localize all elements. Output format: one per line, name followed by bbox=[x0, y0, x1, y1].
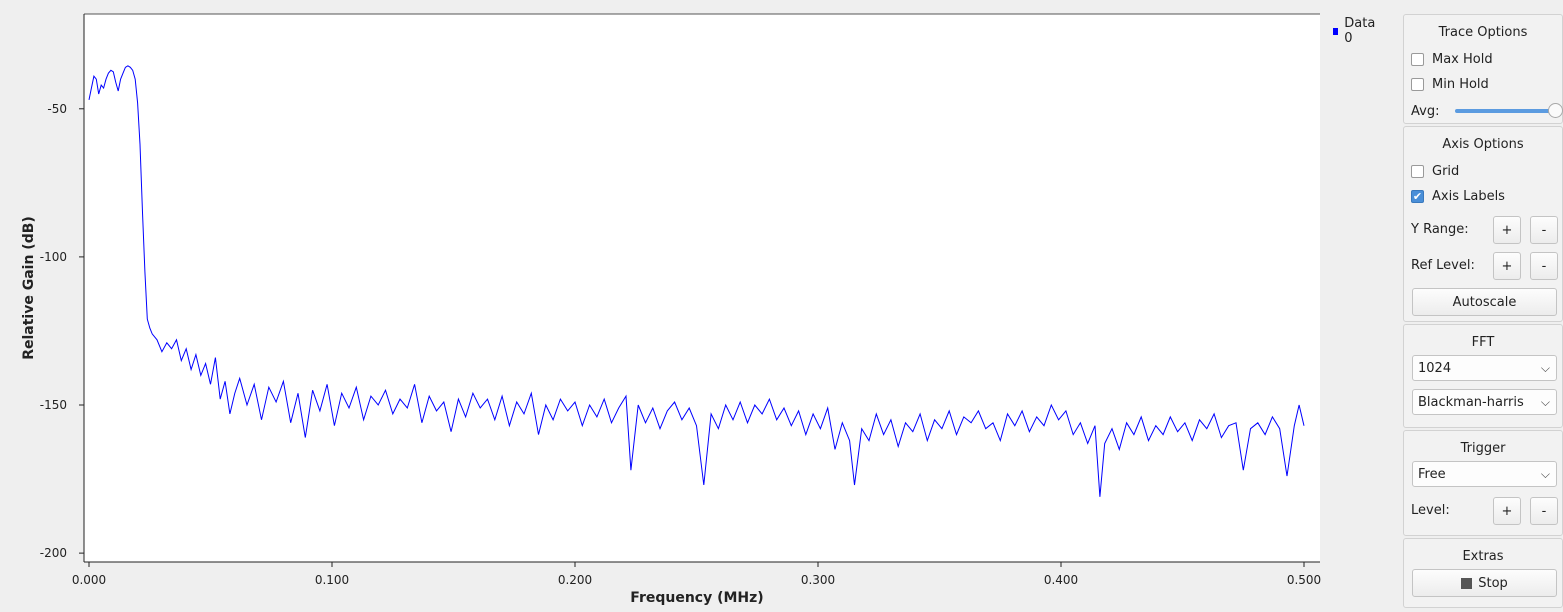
grid-checkbox[interactable]: Grid bbox=[1411, 164, 1556, 179]
stop-button[interactable]: Stop bbox=[1412, 569, 1557, 597]
x-tick-label: 0.100 bbox=[315, 573, 349, 587]
stop-label: Stop bbox=[1478, 575, 1508, 591]
x-tick-label: 0.200 bbox=[558, 573, 592, 587]
legend-label: Data 0 bbox=[1344, 16, 1376, 46]
fft-size-select[interactable]: 1024 ⌵ bbox=[1412, 355, 1557, 381]
trigger-group: Trigger Free ⌵ Level: + - bbox=[1403, 430, 1563, 536]
plot-area: -50 -100 -150 -200 0.000 0.100 0.200 0.300 0.40… bbox=[21, 13, 1376, 606]
x-tick-label: 0.500 bbox=[1287, 573, 1321, 587]
avg-slider[interactable] bbox=[1455, 109, 1557, 113]
stop-icon bbox=[1461, 577, 1473, 589]
y-range-plus-button[interactable]: + bbox=[1493, 216, 1521, 244]
legend[interactable]: Data 0 bbox=[1333, 16, 1377, 46]
autoscale-label: Autoscale bbox=[1452, 294, 1517, 310]
y-tick-label: -150 bbox=[40, 398, 67, 412]
axis-labels-checkbox[interactable]: ✔ Axis Labels bbox=[1411, 189, 1556, 204]
trigger-mode-value: Free bbox=[1418, 466, 1446, 482]
y-tick-label: -100 bbox=[40, 250, 67, 264]
control-panel: Trace Options Max Hold Min Hold Avg: Axi… bbox=[1403, 8, 1563, 612]
ref-level-label: Ref Level: bbox=[1411, 258, 1475, 273]
trigger-level-plus-button[interactable]: + bbox=[1493, 497, 1521, 525]
max-hold-label: Max Hold bbox=[1432, 52, 1493, 67]
grid-label: Grid bbox=[1432, 164, 1460, 179]
y-range-row: Y Range: bbox=[1411, 222, 1556, 237]
grid-checkbox-box[interactable] bbox=[1411, 165, 1424, 178]
axis-labels-label: Axis Labels bbox=[1432, 189, 1505, 204]
avg-row: Avg: bbox=[1411, 102, 1563, 120]
avg-label: Avg: bbox=[1411, 103, 1440, 119]
min-hold-checkbox[interactable]: Min Hold bbox=[1411, 77, 1556, 92]
trigger-title: Trigger bbox=[1460, 441, 1506, 456]
avg-slider-handle[interactable] bbox=[1548, 103, 1563, 118]
x-tick-label: 0.400 bbox=[1044, 573, 1078, 587]
y-tick-label: -50 bbox=[47, 102, 67, 116]
spectrum-plot: -50 -100 -150 -200 0.000 0.100 0.200 0.300 0.40… bbox=[21, 13, 1321, 606]
x-axis-title: Frequency (MHz) bbox=[630, 590, 763, 606]
max-hold-checkbox-box[interactable] bbox=[1411, 53, 1424, 66]
trigger-level-row: Level: bbox=[1411, 503, 1556, 518]
data-0-trace bbox=[88, 65, 1305, 497]
fft-window-select[interactable]: Blackman-harris ⌵ bbox=[1412, 389, 1557, 415]
axis-labels-checkbox-box[interactable]: ✔ bbox=[1411, 190, 1424, 203]
chevron-down-icon: ⌵ bbox=[1540, 467, 1550, 481]
legend-swatch-icon bbox=[1333, 27, 1339, 35]
y-range-minus-button[interactable]: - bbox=[1530, 216, 1558, 244]
y-tick-label: -200 bbox=[40, 546, 67, 560]
ref-level-plus-button[interactable]: + bbox=[1493, 252, 1521, 280]
fft-size-value: 1024 bbox=[1418, 360, 1452, 376]
trigger-level-label: Level: bbox=[1411, 503, 1450, 518]
y-axis-title: Relative Gain (dB) bbox=[21, 216, 37, 360]
min-hold-label: Min Hold bbox=[1432, 77, 1489, 92]
y-axis-ticks: -50 -100 -150 -200 bbox=[40, 102, 84, 560]
axis-options-group: Axis Options Grid ✔ Axis Labels Y Range:… bbox=[1403, 126, 1563, 322]
chevron-down-icon: ⌵ bbox=[1540, 361, 1550, 375]
x-axis-ticks: 0.000 0.100 0.200 0.300 0.400 0.500 bbox=[72, 562, 1321, 587]
max-hold-checkbox[interactable]: Max Hold bbox=[1411, 52, 1556, 67]
trace-options-title: Trace Options bbox=[1438, 25, 1528, 40]
axis-options-title: Axis Options bbox=[1442, 137, 1524, 152]
extras-title: Extras bbox=[1462, 549, 1504, 564]
chevron-down-icon: ⌵ bbox=[1540, 395, 1550, 409]
checkmark-icon: ✔ bbox=[1412, 190, 1423, 203]
fft-window-value: Blackman-harris bbox=[1418, 394, 1524, 410]
fft-title: FFT bbox=[1471, 335, 1495, 350]
autoscale-button[interactable]: Autoscale bbox=[1412, 288, 1557, 316]
fft-group: FFT 1024 ⌵ Blackman-harris ⌵ bbox=[1403, 324, 1563, 428]
x-tick-label: 0.000 bbox=[72, 573, 106, 587]
y-range-label: Y Range: bbox=[1411, 222, 1469, 237]
trigger-mode-select[interactable]: Free ⌵ bbox=[1412, 461, 1557, 487]
x-tick-label: 0.300 bbox=[801, 573, 835, 587]
extras-group: Extras Stop bbox=[1403, 538, 1563, 608]
ref-level-row: Ref Level: bbox=[1411, 258, 1556, 273]
plot-canvas bbox=[84, 14, 1320, 562]
trigger-level-minus-button[interactable]: - bbox=[1530, 497, 1558, 525]
trace-options-group: Trace Options Max Hold Min Hold Avg: bbox=[1403, 14, 1563, 124]
min-hold-checkbox-box[interactable] bbox=[1411, 78, 1424, 91]
ref-level-minus-button[interactable]: - bbox=[1530, 252, 1558, 280]
